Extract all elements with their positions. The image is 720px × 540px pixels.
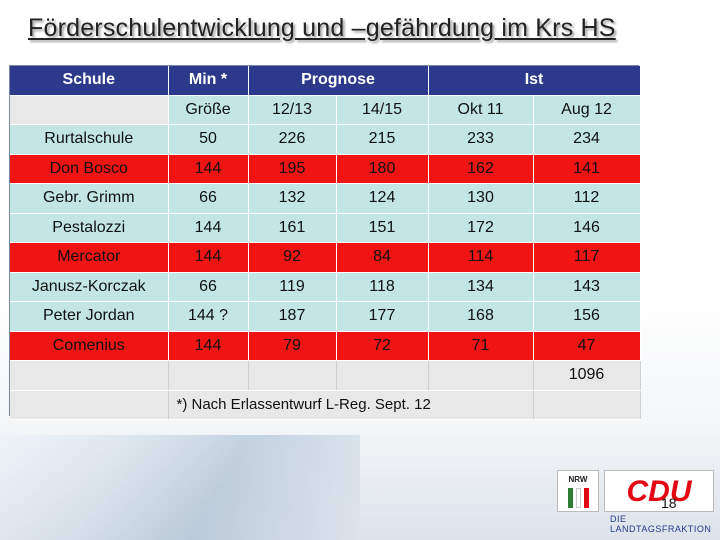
ist-aug12: 112 (533, 183, 641, 214)
subheader-i2: Aug 12 (533, 95, 641, 125)
min-value: 144 (168, 242, 249, 273)
subheader-p1: 12/13 (248, 95, 337, 125)
ist-aug12: 146 (533, 213, 641, 243)
min-value: 144 (168, 213, 249, 243)
prognose-1213: 79 (248, 331, 337, 361)
prognose-1415: 151 (336, 213, 429, 243)
footnote-blank (533, 390, 641, 420)
school-name: Gebr. Grimm (10, 183, 169, 214)
total-blank (10, 360, 169, 391)
min-value: 144 (168, 331, 249, 361)
nrw-logo: NRW (557, 470, 599, 512)
table-row: Janusz-Korczak 66 119 118 134 143 (10, 272, 641, 302)
ist-aug12: 141 (533, 154, 641, 184)
header-row: Schule Min * Prognose Ist (10, 66, 641, 96)
total-blank (428, 360, 534, 391)
min-value: 144 ? (168, 301, 249, 332)
ist-okt11: 168 (428, 301, 534, 332)
nrw-logo-label: NRW (568, 475, 588, 484)
prognose-1213: 187 (248, 301, 337, 332)
footnote-blank (10, 390, 169, 420)
school-name: Pestalozzi (10, 213, 169, 243)
header-schule: Schule (10, 66, 169, 96)
total-value: 1096 (533, 360, 641, 391)
header-prognose: Prognose (248, 66, 429, 96)
prognose-1415: 180 (336, 154, 429, 184)
total-blank (248, 360, 337, 391)
table-row: Don Bosco 144 195 180 162 141 (10, 154, 641, 184)
min-value: 66 (168, 183, 249, 214)
ist-aug12: 117 (533, 242, 641, 273)
footnote-row: *) Nach Erlassentwurf L-Reg. Sept. 12 (10, 390, 641, 420)
table-row: Gebr. Grimm 66 132 124 130 112 (10, 183, 641, 214)
prognose-1213: 161 (248, 213, 337, 243)
page-title: Förderschulentwicklung und –gefährdung i… (28, 14, 616, 42)
school-table: Schule Min * Prognose Ist Größe 12/13 14… (9, 65, 641, 420)
page-number: 18 (661, 495, 677, 511)
ist-okt11: 134 (428, 272, 534, 302)
min-value: 66 (168, 272, 249, 302)
school-table-grid: Schule Min * Prognose Ist Größe 12/13 14… (10, 66, 641, 420)
ist-okt11: 130 (428, 183, 534, 214)
prognose-1213: 226 (248, 124, 337, 155)
total-blank (336, 360, 429, 391)
subheader-p2: 14/15 (336, 95, 429, 125)
school-name: Peter Jordan (10, 301, 169, 332)
ist-aug12: 234 (533, 124, 641, 155)
table-row: Comenius 144 79 72 71 47 (10, 331, 641, 361)
subheader-row: Größe 12/13 14/15 Okt 11 Aug 12 (10, 95, 641, 125)
school-name: Don Bosco (10, 154, 169, 184)
school-name: Janusz-Korczak (10, 272, 169, 302)
ist-aug12: 143 (533, 272, 641, 302)
header-min: Min * (168, 66, 249, 96)
prognose-1415: 72 (336, 331, 429, 361)
total-blank (168, 360, 249, 391)
table-row: Rurtalschule 50 226 215 233 234 (10, 124, 641, 155)
school-name: Comenius (10, 331, 169, 361)
subheader-i1: Okt 11 (428, 95, 534, 125)
prognose-1415: 118 (336, 272, 429, 302)
school-name: Rurtalschule (10, 124, 169, 155)
ist-okt11: 233 (428, 124, 534, 155)
prognose-1213: 195 (248, 154, 337, 184)
ist-aug12: 47 (533, 331, 641, 361)
table-row: Pestalozzi 144 161 151 172 146 (10, 213, 641, 243)
ist-okt11: 114 (428, 242, 534, 273)
header-ist: Ist (428, 66, 641, 96)
cdu-subtitle: DIE LANDTAGSFRAKTION (610, 514, 712, 534)
prognose-1415: 124 (336, 183, 429, 214)
decorative-photo (0, 435, 360, 540)
prognose-1415: 84 (336, 242, 429, 273)
footnote: *) Nach Erlassentwurf L-Reg. Sept. 12 (168, 390, 534, 420)
table-row: Mercator 144 92 84 114 117 (10, 242, 641, 273)
min-value: 50 (168, 124, 249, 155)
table-row: Peter Jordan 144 ? 187 177 168 156 (10, 301, 641, 332)
ist-okt11: 172 (428, 213, 534, 243)
cdu-logo: CDU (604, 470, 714, 512)
school-name: Mercator (10, 242, 169, 273)
min-value: 144 (168, 154, 249, 184)
ist-okt11: 71 (428, 331, 534, 361)
ist-aug12: 156 (533, 301, 641, 332)
subheader-groesse: Größe (168, 95, 249, 125)
prognose-1415: 215 (336, 124, 429, 155)
nrw-flag-icon (558, 488, 598, 508)
subheader-blank (10, 95, 169, 125)
prognose-1213: 132 (248, 183, 337, 214)
prognose-1415: 177 (336, 301, 429, 332)
prognose-1213: 92 (248, 242, 337, 273)
total-row: 1096 (10, 360, 641, 391)
ist-okt11: 162 (428, 154, 534, 184)
prognose-1213: 119 (248, 272, 337, 302)
